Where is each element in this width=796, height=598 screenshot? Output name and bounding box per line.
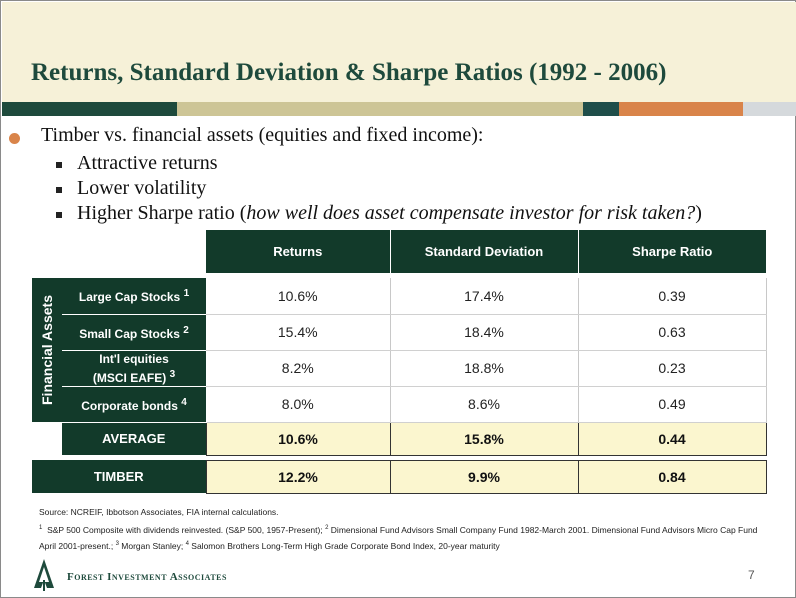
- average-row: AVERAGE 10.6% 15.8% 0.44: [32, 421, 767, 456]
- row-label: Small Cap Stocks 2: [62, 314, 206, 351]
- cell-returns: 8.2%: [206, 350, 391, 387]
- column-header-sharpe: Sharpe Ratio: [578, 230, 766, 273]
- accent-bar-grey: [743, 102, 796, 116]
- cell-std-dev: 17.4%: [390, 278, 579, 315]
- bullet-sub-text: Higher Sharpe ratio (how well does asset…: [77, 202, 702, 225]
- table-row: Small Cap Stocks 2 15.4% 18.4% 0.63: [32, 314, 767, 351]
- bullet-square-icon: [56, 162, 62, 168]
- timber-label: TIMBER: [32, 460, 206, 493]
- cell-sharpe: 0.63: [578, 314, 767, 351]
- table-row: Financial Assets Large Cap Stocks 1 10.6…: [32, 278, 767, 422]
- average-sharpe: 0.44: [577, 421, 767, 456]
- returns-table: Returns Standard Deviation Sharpe Ratio …: [32, 230, 767, 494]
- timber-sharpe: 0.84: [577, 459, 767, 494]
- cell-std-dev: 8.6%: [390, 386, 579, 423]
- company-logo-text: Forest Investment Associates: [67, 571, 227, 583]
- average-returns: 10.6%: [205, 421, 391, 456]
- row-label: Large Cap Stocks 1: [62, 278, 206, 315]
- cell-sharpe: 0.49: [578, 386, 767, 423]
- accent-bar-tan: [177, 102, 583, 116]
- column-header-returns: Returns: [206, 230, 391, 273]
- table-row: Corporate bonds 4 8.0% 8.6% 0.49: [32, 386, 767, 423]
- bullet-sub-italic: how well does asset compensate investor …: [246, 202, 696, 224]
- cell-std-dev: 18.8%: [390, 350, 579, 387]
- row-label: Int'l equities (MSCI EAFE) 3: [62, 350, 206, 387]
- bullet-sub-text: Lower volatility: [77, 177, 207, 199]
- cell-sharpe: 0.23: [578, 350, 767, 387]
- table-header-row: Returns Standard Deviation Sharpe Ratio: [32, 230, 766, 273]
- group-label: Financial Assets: [32, 278, 62, 422]
- cell-returns: 15.4%: [206, 314, 391, 351]
- bullet-sub-close: ): [695, 202, 702, 224]
- footnotes: 1 S&P 500 Composite with dividends reinv…: [39, 524, 758, 551]
- title-band: [2, 2, 796, 103]
- bullet-main-text: Timber vs. financial assets (equities an…: [41, 124, 484, 146]
- cell-sharpe: 0.39: [578, 278, 767, 315]
- source-note: Source: NCREIF, Ibbotson Associates, FIA…: [39, 507, 279, 517]
- average-std-dev: 15.8%: [389, 421, 579, 456]
- cell-returns: 8.0%: [206, 386, 391, 423]
- timber-returns: 12.2%: [205, 459, 391, 494]
- accent-bar-teal: [583, 102, 619, 116]
- accent-bar-orange: [619, 102, 743, 116]
- average-label: AVERAGE: [62, 422, 206, 455]
- column-header-std-dev: Standard Deviation: [390, 230, 579, 273]
- tree-icon: [34, 559, 54, 591]
- bullet-sub-plain: Higher Sharpe ratio (: [77, 202, 247, 224]
- cell-std-dev: 18.4%: [390, 314, 579, 351]
- bullet-square-icon: [56, 212, 62, 218]
- page-number: 7: [748, 568, 755, 582]
- table-row: Int'l equities (MSCI EAFE) 3 8.2% 18.8% 0…: [32, 350, 767, 387]
- row-label: Corporate bonds 4: [62, 386, 206, 423]
- bullet-square-icon: [56, 187, 62, 193]
- accent-bar-green: [2, 102, 177, 116]
- timber-row: TIMBER 12.2% 9.9% 0.84: [32, 459, 767, 494]
- slide-title: Returns, Standard Deviation & Sharpe Rat…: [31, 59, 667, 86]
- timber-std-dev: 9.9%: [389, 459, 579, 494]
- bullet-dot-icon: [9, 133, 20, 144]
- cell-returns: 10.6%: [206, 278, 391, 315]
- bullet-sub-text: Attractive returns: [77, 152, 218, 174]
